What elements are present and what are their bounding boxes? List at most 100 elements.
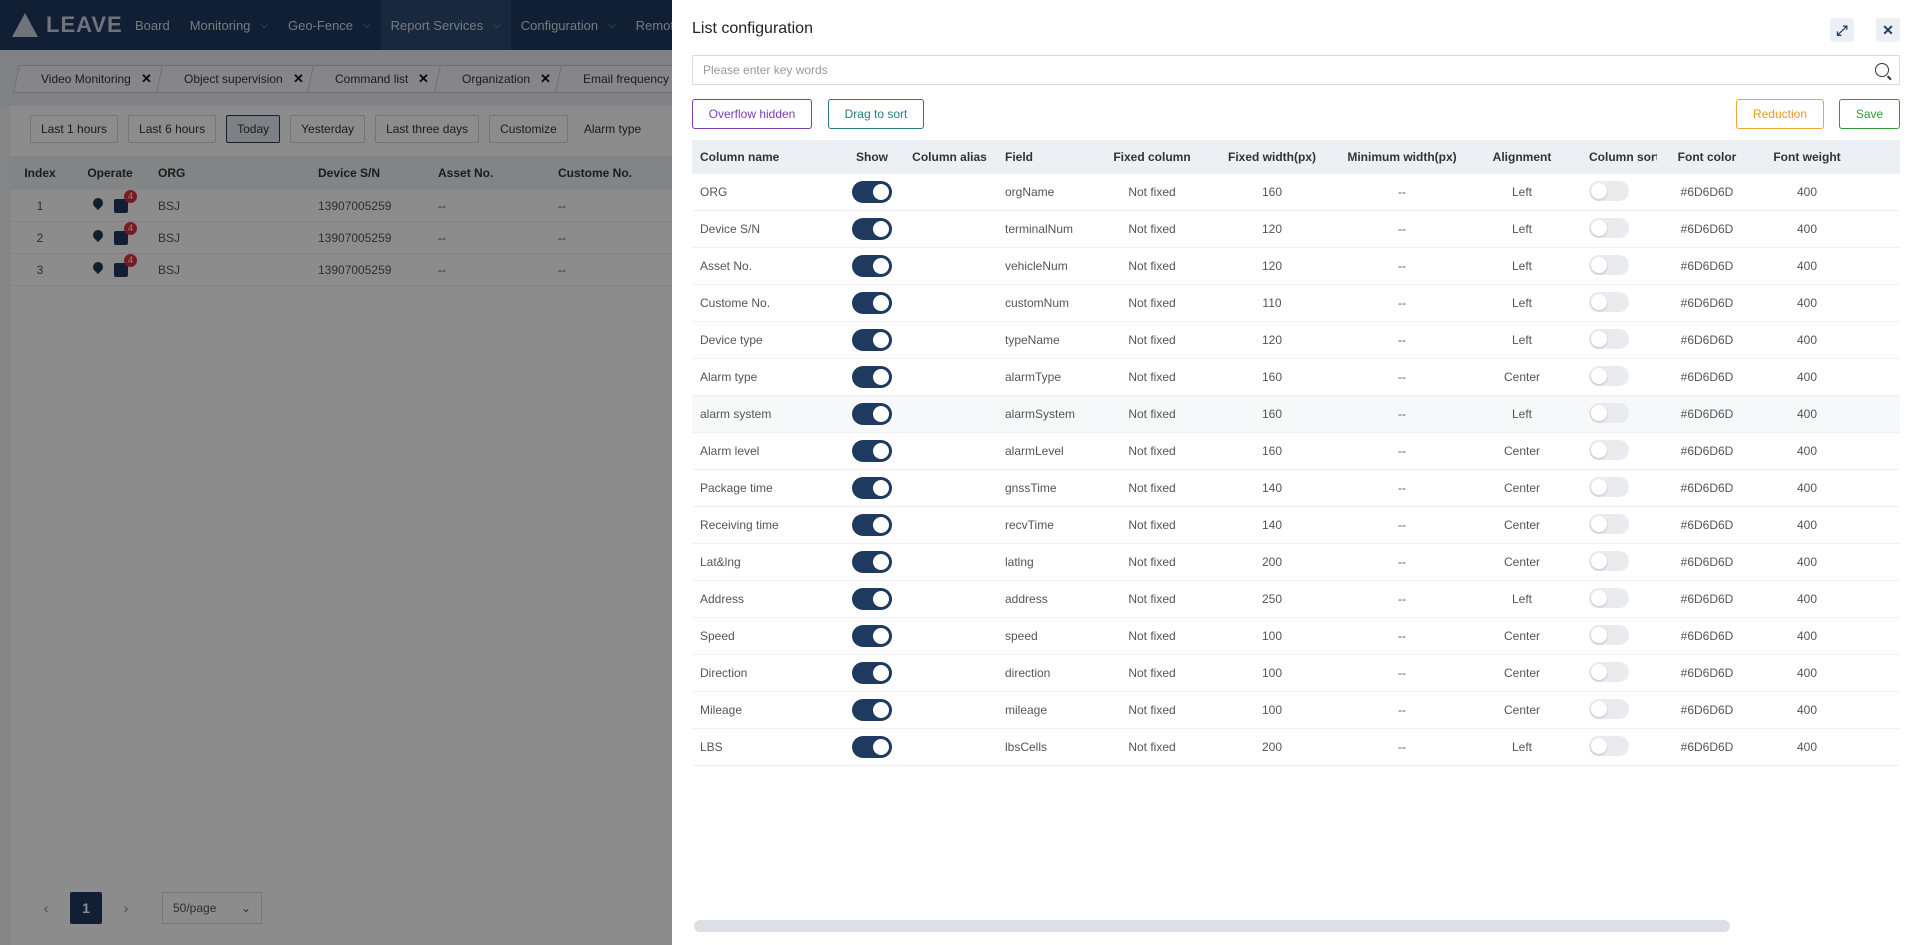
fixed-width-cell[interactable]: 250: [1261, 592, 1283, 606]
minimum-width-cell[interactable]: --: [1398, 555, 1406, 569]
alarm-record-icon[interactable]: 4: [114, 253, 137, 277]
minimum-width-cell[interactable]: --: [1398, 518, 1406, 532]
time-filter-button[interactable]: Last three days: [375, 115, 480, 143]
fixed-width-cell[interactable]: 100: [1261, 629, 1283, 643]
font-weight-cell[interactable]: 400: [1796, 592, 1818, 606]
alignment-cell[interactable]: Left: [1511, 259, 1532, 273]
current-page[interactable]: 1: [70, 892, 102, 924]
overflow-hidden-button[interactable]: Overflow hidden: [692, 99, 812, 129]
font-color-cell[interactable]: #6D6D6D: [1680, 666, 1734, 680]
minimum-width-cell[interactable]: --: [1398, 629, 1406, 643]
fixed-column-cell[interactable]: Not fixed: [1128, 222, 1176, 236]
alignment-cell[interactable]: Left: [1511, 296, 1532, 310]
fixed-column-cell[interactable]: Not fixed: [1128, 296, 1176, 310]
time-filter-button[interactable]: Customize: [489, 115, 568, 143]
fixed-column-cell[interactable]: Not fixed: [1128, 481, 1176, 495]
time-filter-button[interactable]: Yesterday: [290, 115, 366, 143]
minimum-width-cell[interactable]: --: [1398, 296, 1406, 310]
nav-item-configuration[interactable]: Configuration ⌵: [511, 0, 626, 50]
minimum-width-cell[interactable]: --: [1398, 259, 1406, 273]
prev-page-button[interactable]: ‹: [43, 900, 49, 916]
show-toggle[interactable]: [852, 588, 892, 610]
show-toggle[interactable]: [852, 699, 892, 721]
alarm-record-icon[interactable]: 4: [114, 189, 137, 213]
column-sort-toggle[interactable]: [1589, 587, 1629, 608]
nav-item-board[interactable]: Board: [125, 0, 180, 50]
save-button[interactable]: Save: [1839, 99, 1900, 129]
show-toggle[interactable]: [852, 292, 892, 314]
fixed-width-cell[interactable]: 110: [1262, 296, 1282, 310]
column-sort-toggle[interactable]: [1589, 624, 1629, 645]
font-color-cell[interactable]: #6D6D6D: [1680, 555, 1734, 569]
show-toggle[interactable]: [852, 403, 892, 425]
column-sort-toggle[interactable]: [1589, 217, 1629, 238]
fixed-column-cell[interactable]: Not fixed: [1128, 370, 1176, 384]
show-toggle[interactable]: [852, 440, 892, 462]
show-toggle[interactable]: [852, 551, 892, 573]
minimum-width-cell[interactable]: --: [1398, 370, 1406, 384]
search-icon[interactable]: [1875, 63, 1889, 77]
alarm-record-icon[interactable]: 4: [114, 221, 137, 245]
fixed-column-cell[interactable]: Not fixed: [1128, 407, 1176, 421]
column-sort-toggle[interactable]: [1589, 402, 1629, 423]
font-weight-cell[interactable]: 400: [1796, 518, 1818, 532]
column-sort-toggle[interactable]: [1589, 365, 1629, 386]
fixed-column-cell[interactable]: Not fixed: [1128, 740, 1176, 754]
nav-item-monitoring[interactable]: Monitoring ⌵: [180, 0, 278, 50]
horizontal-scrollbar[interactable]: [694, 920, 1730, 932]
font-weight-cell[interactable]: 400: [1796, 259, 1818, 273]
fixed-width-cell[interactable]: 160: [1261, 370, 1283, 384]
time-filter-button[interactable]: Last 1 hours: [30, 115, 119, 143]
alignment-cell[interactable]: Center: [1503, 518, 1541, 532]
font-color-cell[interactable]: #6D6D6D: [1680, 185, 1734, 199]
font-color-cell[interactable]: #6D6D6D: [1680, 740, 1734, 754]
show-toggle[interactable]: [852, 329, 892, 351]
minimum-width-cell[interactable]: --: [1398, 592, 1406, 606]
show-toggle[interactable]: [852, 477, 892, 499]
fixed-column-cell[interactable]: Not fixed: [1128, 592, 1176, 606]
alignment-cell[interactable]: Center: [1503, 370, 1541, 384]
minimum-width-cell[interactable]: --: [1398, 481, 1406, 495]
fixed-width-cell[interactable]: 140: [1261, 481, 1283, 495]
minimum-width-cell[interactable]: --: [1398, 333, 1406, 347]
font-weight-cell[interactable]: 400: [1796, 296, 1818, 310]
font-color-cell[interactable]: #6D6D6D: [1680, 407, 1734, 421]
alignment-cell[interactable]: Left: [1511, 407, 1532, 421]
time-filter-button[interactable]: Last 6 hours: [128, 115, 217, 143]
fixed-width-cell[interactable]: 120: [1261, 333, 1283, 347]
font-weight-cell[interactable]: 400: [1796, 666, 1818, 680]
column-sort-toggle[interactable]: [1589, 254, 1629, 275]
fixed-width-cell[interactable]: 100: [1261, 666, 1283, 680]
column-sort-toggle[interactable]: [1589, 476, 1629, 497]
font-color-cell[interactable]: #6D6D6D: [1680, 333, 1734, 347]
fixed-width-cell[interactable]: 120: [1261, 259, 1283, 273]
alignment-cell[interactable]: Center: [1503, 703, 1541, 717]
show-toggle[interactable]: [852, 218, 892, 240]
font-weight-cell[interactable]: 400: [1796, 333, 1818, 347]
fixed-column-cell[interactable]: Not fixed: [1128, 259, 1176, 273]
fixed-column-cell[interactable]: Not fixed: [1128, 703, 1176, 717]
font-color-cell[interactable]: #6D6D6D: [1680, 370, 1734, 384]
show-toggle[interactable]: [852, 625, 892, 647]
alignment-cell[interactable]: Center: [1503, 444, 1541, 458]
column-sort-toggle[interactable]: [1589, 180, 1629, 201]
next-page-button[interactable]: ›: [123, 900, 129, 916]
show-toggle[interactable]: [852, 255, 892, 277]
expand-icon[interactable]: ⤢: [1830, 18, 1854, 42]
font-color-cell[interactable]: #6D6D6D: [1680, 444, 1734, 458]
alignment-cell[interactable]: Left: [1511, 592, 1532, 606]
close-icon[interactable]: ✕: [1876, 18, 1900, 42]
fixed-column-cell[interactable]: Not fixed: [1128, 666, 1176, 680]
fixed-width-cell[interactable]: 160: [1261, 407, 1283, 421]
fixed-width-cell[interactable]: 160: [1261, 444, 1283, 458]
font-weight-cell[interactable]: 400: [1796, 629, 1818, 643]
column-sort-toggle[interactable]: [1589, 735, 1629, 756]
fixed-width-cell[interactable]: 120: [1261, 222, 1283, 236]
fixed-width-cell[interactable]: 200: [1261, 555, 1283, 569]
fixed-column-cell[interactable]: Not fixed: [1128, 333, 1176, 347]
reduction-button[interactable]: Reduction: [1736, 99, 1824, 129]
logo[interactable]: LEAVE: [0, 0, 125, 50]
font-weight-cell[interactable]: 400: [1796, 555, 1818, 569]
minimum-width-cell[interactable]: --: [1398, 666, 1406, 680]
font-weight-cell[interactable]: 400: [1796, 185, 1818, 199]
